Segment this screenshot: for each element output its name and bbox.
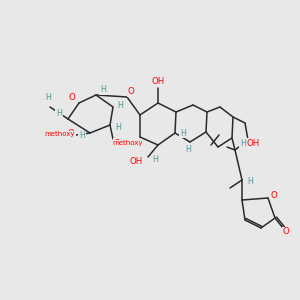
Text: methoxy: methoxy xyxy=(113,140,143,146)
Text: H: H xyxy=(45,94,51,103)
Text: OH: OH xyxy=(129,158,142,166)
Text: O: O xyxy=(114,139,120,148)
Text: OH: OH xyxy=(152,77,165,86)
Text: H: H xyxy=(247,178,253,187)
Text: O: O xyxy=(271,190,278,200)
Text: O: O xyxy=(69,94,75,103)
Text: H: H xyxy=(115,124,121,133)
Text: H: H xyxy=(185,146,191,154)
Text: H: H xyxy=(240,139,246,148)
Text: O: O xyxy=(68,130,74,139)
Text: H: H xyxy=(100,85,106,94)
Text: H: H xyxy=(56,110,62,118)
Text: O: O xyxy=(283,227,290,236)
Text: H: H xyxy=(152,154,158,164)
Text: H: H xyxy=(117,100,123,109)
Text: H: H xyxy=(79,131,85,140)
Text: OH: OH xyxy=(246,139,260,148)
Text: methoxy: methoxy xyxy=(45,131,75,137)
Text: O: O xyxy=(128,88,134,97)
Text: H: H xyxy=(180,128,186,137)
